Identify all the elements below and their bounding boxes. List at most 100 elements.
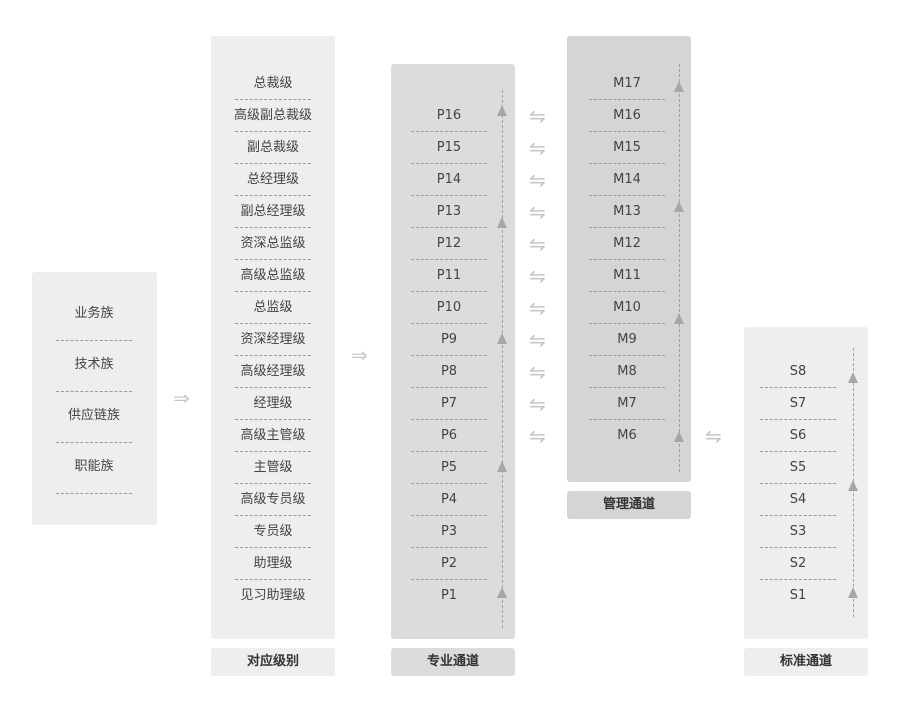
dashed-separator bbox=[411, 323, 487, 324]
dashed-separator bbox=[411, 131, 487, 132]
levels-item: 资深总监级 bbox=[240, 236, 306, 251]
exchange-arrows-icon: ⇋ bbox=[529, 168, 546, 192]
management-item: M16 bbox=[613, 108, 641, 123]
dashed-separator bbox=[760, 483, 836, 484]
management-item: M10 bbox=[613, 300, 641, 315]
standard-title: 标准通道 bbox=[744, 648, 868, 676]
dashed-separator bbox=[411, 227, 487, 228]
dashed-separator bbox=[235, 163, 311, 164]
levels-item: 主管级 bbox=[253, 460, 293, 475]
dashed-separator bbox=[411, 163, 487, 164]
standard-item: S6 bbox=[789, 428, 807, 443]
dashed-separator bbox=[235, 99, 311, 100]
up-arrow-icon bbox=[497, 587, 507, 598]
standard-item: S2 bbox=[789, 556, 807, 571]
exchange-arrows-icon: ⇋ bbox=[529, 360, 546, 384]
dashed-separator bbox=[589, 419, 665, 420]
management-item: M8 bbox=[617, 364, 637, 379]
dashed-separator bbox=[235, 355, 311, 356]
standard-item: S8 bbox=[789, 364, 807, 379]
dashed-separator bbox=[589, 163, 665, 164]
dashed-separator bbox=[411, 259, 487, 260]
dashed-separator bbox=[589, 355, 665, 356]
levels-item: 副总裁级 bbox=[246, 140, 299, 155]
dashed-separator bbox=[235, 515, 311, 516]
family-item: 职能族 bbox=[74, 459, 114, 474]
up-arrow-icon bbox=[848, 587, 858, 598]
standard-item: S4 bbox=[789, 492, 807, 507]
double-right-arrow-icon: ⇒ bbox=[173, 386, 190, 410]
professional-item: P3 bbox=[440, 524, 458, 539]
professional-item: P12 bbox=[436, 236, 462, 251]
dashed-separator bbox=[235, 131, 311, 132]
levels-item: 助理级 bbox=[253, 556, 293, 571]
up-arrow-icon bbox=[674, 81, 684, 92]
up-arrow-icon bbox=[497, 217, 507, 228]
up-arrow-icon bbox=[497, 333, 507, 344]
levels-item: 高级专员级 bbox=[240, 492, 306, 507]
progression-line bbox=[679, 64, 680, 472]
professional-item: P10 bbox=[436, 300, 462, 315]
dashed-separator bbox=[760, 451, 836, 452]
management-item: M11 bbox=[613, 268, 641, 283]
management-item: M17 bbox=[613, 76, 641, 91]
exchange-arrows-icon: ⇋ bbox=[529, 296, 546, 320]
dashed-separator bbox=[235, 451, 311, 452]
standard-item: S3 bbox=[789, 524, 807, 539]
dashed-separator bbox=[589, 195, 665, 196]
double-right-arrow-icon: ⇒ bbox=[351, 343, 368, 367]
exchange-arrows-icon: ⇋ bbox=[529, 104, 546, 128]
standard-item: S7 bbox=[789, 396, 807, 411]
dashed-separator bbox=[56, 442, 132, 443]
professional-item: P9 bbox=[440, 332, 458, 347]
exchange-arrows-icon: ⇋ bbox=[529, 264, 546, 288]
professional-item: P7 bbox=[440, 396, 458, 411]
professional-title: 专业通道 bbox=[391, 648, 515, 676]
management-item: M7 bbox=[617, 396, 637, 411]
management-item: M13 bbox=[613, 204, 641, 219]
professional-item: P11 bbox=[436, 268, 462, 283]
professional-item: P8 bbox=[440, 364, 458, 379]
dashed-separator bbox=[589, 387, 665, 388]
dashed-separator bbox=[411, 291, 487, 292]
professional-item: P4 bbox=[440, 492, 458, 507]
levels-item: 高级副总裁级 bbox=[233, 108, 312, 123]
dashed-separator bbox=[760, 547, 836, 548]
levels-item: 见习助理级 bbox=[240, 588, 306, 603]
levels-item: 总裁级 bbox=[253, 76, 293, 91]
professional-item: P6 bbox=[440, 428, 458, 443]
dashed-separator bbox=[56, 391, 132, 392]
exchange-arrows-icon: ⇋ bbox=[529, 392, 546, 416]
up-arrow-icon bbox=[674, 313, 684, 324]
standard-item: S5 bbox=[789, 460, 807, 475]
dashed-separator bbox=[235, 227, 311, 228]
dashed-separator bbox=[56, 340, 132, 341]
up-arrow-icon bbox=[497, 105, 507, 116]
progression-line bbox=[502, 90, 503, 628]
dashed-separator bbox=[411, 195, 487, 196]
management-item: M15 bbox=[613, 140, 641, 155]
professional-item: P5 bbox=[440, 460, 458, 475]
dashed-separator bbox=[589, 99, 665, 100]
professional-item: P2 bbox=[440, 556, 458, 571]
dashed-separator bbox=[589, 131, 665, 132]
dashed-separator bbox=[760, 419, 836, 420]
families-panel bbox=[32, 272, 157, 525]
levels-title: 对应级别 bbox=[211, 648, 335, 676]
up-arrow-icon bbox=[497, 461, 507, 472]
levels-item: 高级主管级 bbox=[240, 428, 306, 443]
dashed-separator bbox=[589, 291, 665, 292]
levels-item: 高级总监级 bbox=[240, 268, 306, 283]
exchange-arrows-icon: ⇋ bbox=[705, 424, 722, 448]
dashed-separator bbox=[411, 355, 487, 356]
management-item: M9 bbox=[617, 332, 637, 347]
dashed-separator bbox=[235, 323, 311, 324]
professional-item: P13 bbox=[436, 204, 462, 219]
dashed-separator bbox=[411, 419, 487, 420]
exchange-arrows-icon: ⇋ bbox=[529, 136, 546, 160]
levels-item: 经理级 bbox=[253, 396, 293, 411]
professional-item: P1 bbox=[440, 588, 458, 603]
professional-item: P16 bbox=[436, 108, 462, 123]
professional-panel bbox=[391, 64, 515, 639]
